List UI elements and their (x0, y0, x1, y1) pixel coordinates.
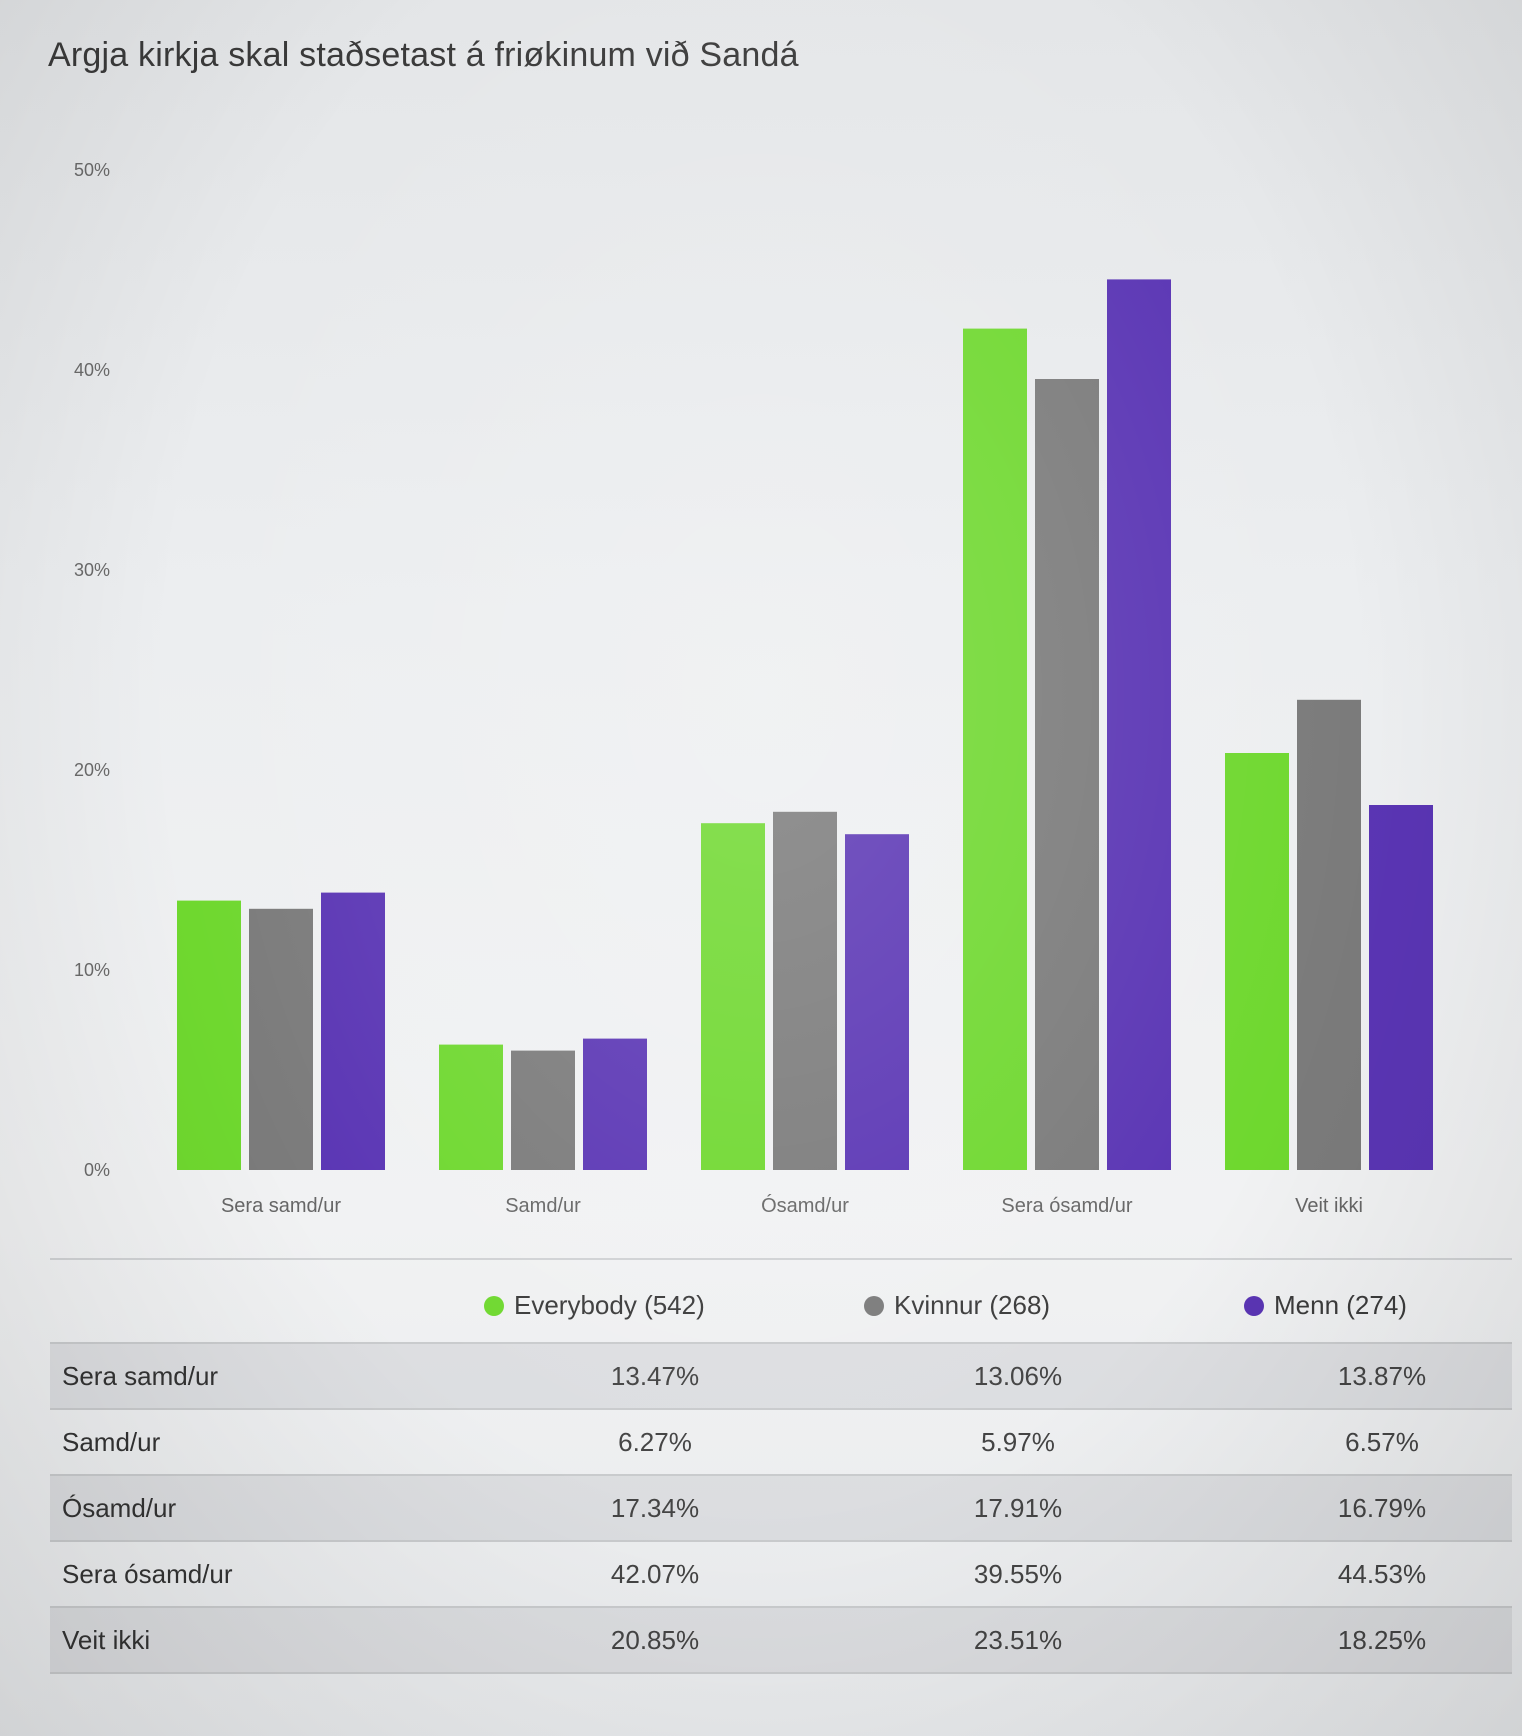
cell-menn: 13.87% (1337, 1361, 1427, 1391)
bar-kvinnur[interactable] (1035, 379, 1099, 1170)
bar-everybody[interactable] (177, 900, 241, 1170)
chart-divider (50, 1258, 1512, 1260)
x-tick-label: Veit ikki (1295, 1195, 1363, 1217)
cell-kvinnur: 17.91% (973, 1493, 1063, 1523)
cell-menn: 16.79% (1337, 1493, 1427, 1523)
bar-kvinnur[interactable] (249, 908, 313, 1170)
bar-chart: 0% 10% 20% 30% 40% 50% Sera samd/ur Samd/ur Ósam… (74, 160, 1433, 1217)
cell-menn: 44.53% (1337, 1559, 1427, 1589)
cell-kvinnur: 5.97% (981, 1427, 1055, 1457)
chart-area: 0% 10% 20% 30% 40% 50% Sera samd/ur Samd/ur Ósam… (74, 160, 1433, 1217)
legend-label-everybody: Everybody (542) (514, 1290, 705, 1320)
bar-menn[interactable] (1369, 805, 1433, 1170)
table-row: Sera samd/ur 13.47% 13.06% 13.87% (50, 1344, 1512, 1410)
row-label: Veit ikki (62, 1625, 151, 1655)
table-row: Veit ikki 20.85% 23.51% 18.25% (50, 1608, 1512, 1674)
bar-kvinnur[interactable] (511, 1050, 575, 1170)
cell-everybody: 6.27% (618, 1427, 692, 1457)
row-label: Sera ósamd/ur (62, 1559, 233, 1589)
y-tick-label: 0% (84, 1160, 110, 1180)
y-tick-label: 30% (74, 560, 110, 580)
table-row: Sera ósamd/ur 42.07% 39.55% 44.53% (50, 1542, 1512, 1608)
cell-menn: 6.57% (1345, 1427, 1419, 1457)
y-tick-label: 20% (74, 760, 110, 780)
table-row: Samd/ur 6.27% 5.97% 6.57% (50, 1410, 1512, 1476)
cell-kvinnur: 39.55% (973, 1559, 1063, 1589)
legend-dot-menn (1244, 1295, 1264, 1316)
bar-menn[interactable] (583, 1038, 647, 1170)
legend-item-menn[interactable]: Menn (274) (1244, 1290, 1407, 1321)
row-label: Samd/ur (62, 1427, 161, 1457)
legend-dot-everybody (484, 1295, 504, 1316)
legend-item-kvinnur[interactable]: Kvinnur (268) (864, 1290, 1050, 1321)
x-tick-label: Samd/ur (505, 1195, 581, 1217)
legend-label-kvinnur: Kvinnur (268) (894, 1290, 1051, 1320)
legend: Everybody (542) Kvinnur (268) Menn (274) (50, 1290, 1512, 1330)
legend-label-menn: Menn (274) (1274, 1290, 1407, 1320)
cell-kvinnur: 13.06% (973, 1361, 1063, 1391)
y-tick-label: 10% (74, 960, 110, 980)
results-table: Sera samd/ur 13.47% 13.06% 13.87% Samd/u… (50, 1342, 1512, 1674)
bar-everybody[interactable] (963, 328, 1027, 1171)
legend-item-everybody[interactable]: Everybody (542) (484, 1290, 705, 1321)
row-label: Sera samd/ur (62, 1361, 219, 1391)
bar-everybody[interactable] (1225, 753, 1289, 1170)
cell-everybody: 13.47% (610, 1361, 700, 1391)
legend-dot-kvinnur (864, 1295, 884, 1316)
bar-menn[interactable] (321, 892, 385, 1170)
cell-everybody: 20.85% (610, 1625, 700, 1655)
chart-title: Argja kirkja skal staðsetast á friøkinum… (48, 36, 799, 74)
x-tick-label: Ósamd/ur (761, 1194, 849, 1217)
bar-everybody[interactable] (439, 1044, 503, 1170)
cell-menn: 18.25% (1337, 1625, 1427, 1655)
cell-everybody: 42.07% (610, 1559, 700, 1589)
row-label: Ósamd/ur (62, 1493, 177, 1523)
bar-kvinnur[interactable] (773, 811, 837, 1170)
y-tick-label: 40% (74, 360, 110, 380)
bar-everybody[interactable] (701, 823, 765, 1170)
bar-menn[interactable] (845, 834, 909, 1170)
x-tick-label: Sera ósamd/ur (1001, 1195, 1133, 1217)
bar-menn[interactable] (1107, 279, 1171, 1170)
x-tick-label: Sera samd/ur (221, 1195, 341, 1217)
cell-everybody: 17.34% (610, 1493, 700, 1523)
bar-kvinnur[interactable] (1297, 699, 1361, 1170)
y-tick-label: 50% (74, 160, 110, 180)
table-row: Ósamd/ur 17.34% 17.91% 16.79% (50, 1476, 1512, 1542)
cell-kvinnur: 23.51% (973, 1625, 1063, 1655)
